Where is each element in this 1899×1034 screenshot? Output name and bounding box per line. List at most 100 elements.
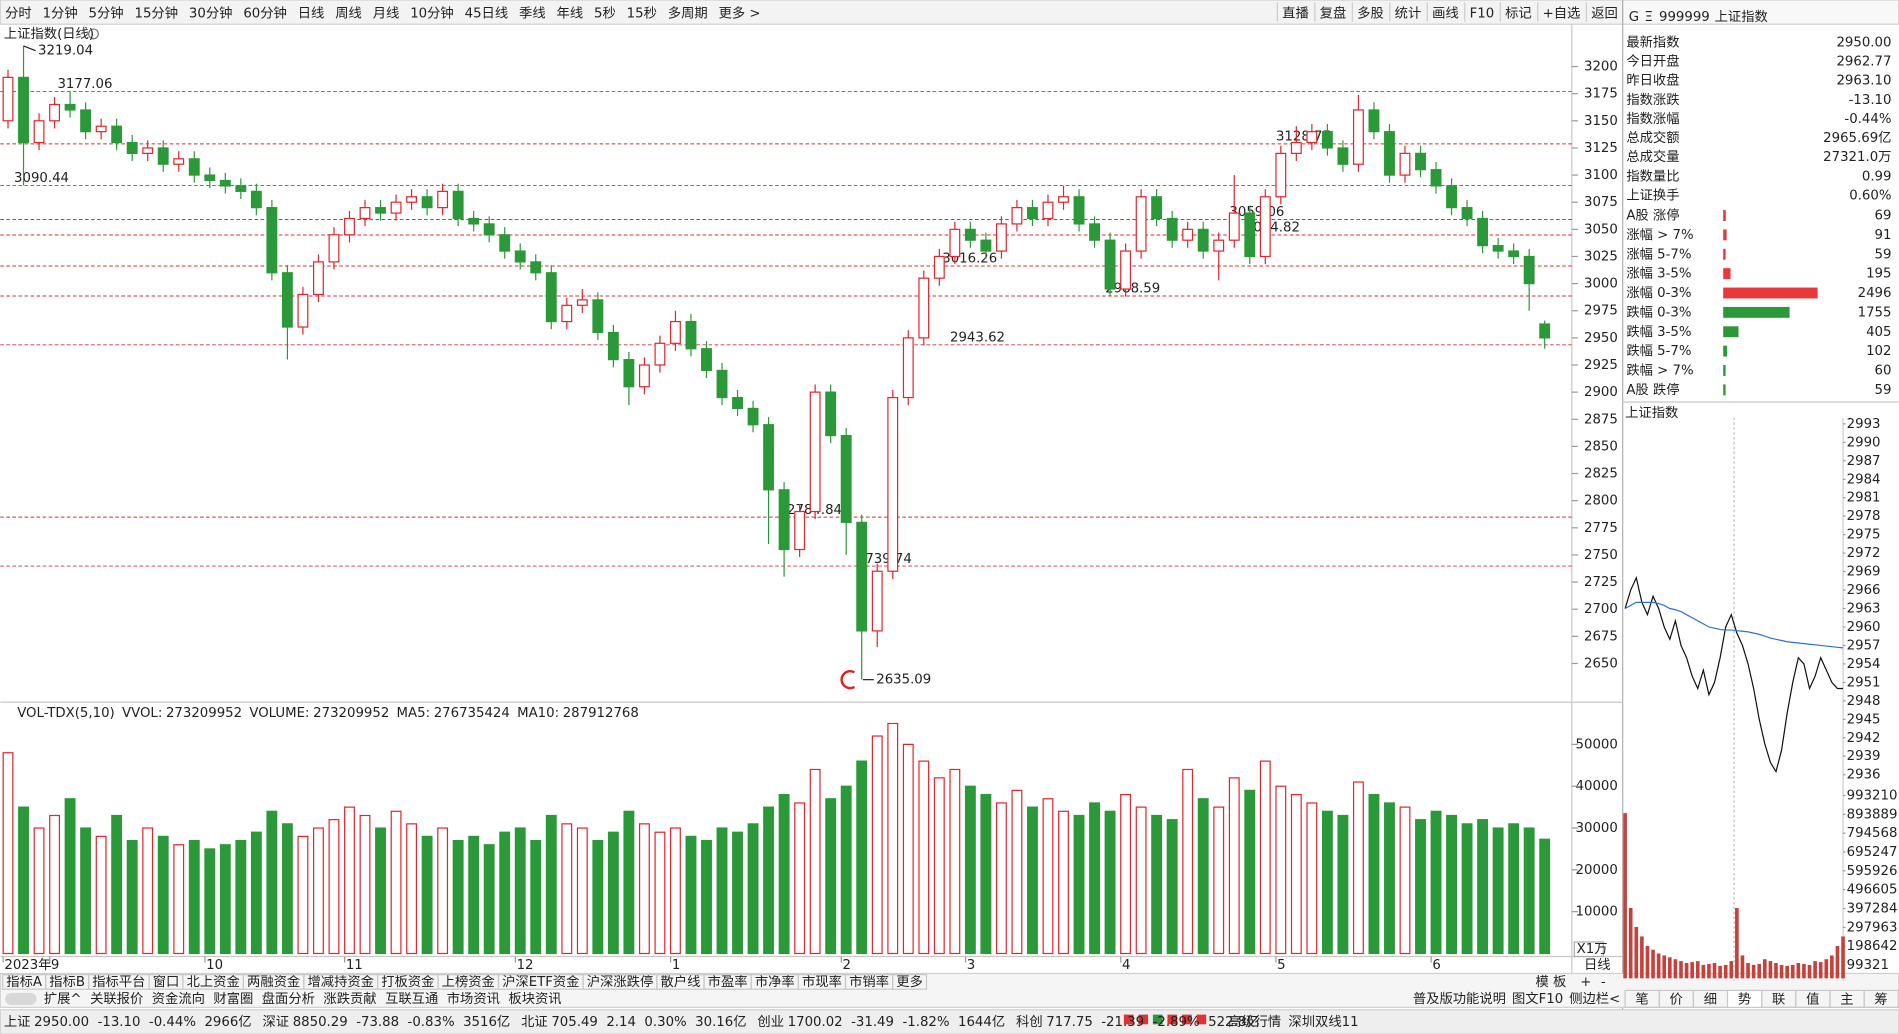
bottom-tab[interactable]: 打板资金	[381, 974, 434, 990]
bottom-tab[interactable]: 沪深ETF资金	[502, 974, 579, 990]
tool-button[interactable]: 复盘	[1320, 4, 1347, 21]
side-tab[interactable]: 价	[1670, 992, 1683, 1007]
level-label: 2988.59	[1105, 282, 1160, 297]
volume-bar	[18, 806, 29, 955]
bottom-tab[interactable]: 指标A	[6, 974, 42, 990]
side-tab[interactable]: 笔	[1635, 991, 1648, 1007]
side-tab[interactable]: 势	[1738, 991, 1751, 1007]
bottom-tab[interactable]: 市盈率	[708, 973, 748, 990]
candle-body	[1197, 228, 1209, 252]
period-tab[interactable]: 年线	[557, 5, 584, 21]
side-tab[interactable]: 筹	[1874, 990, 1887, 1007]
bottom-tab[interactable]: 市净率	[755, 973, 795, 990]
period-tab[interactable]: 日线	[298, 5, 325, 21]
bottom-tab[interactable]: 沪深涨跌停	[587, 973, 653, 990]
intraday-volume	[1684, 963, 1689, 979]
bottom-tab[interactable]: 市现率	[802, 973, 842, 990]
volume-bar	[1182, 768, 1194, 955]
x-tick-label: 11	[346, 958, 363, 973]
tool-button[interactable]: 多股	[1357, 4, 1384, 21]
tool-button[interactable]: 返回	[1591, 5, 1618, 21]
zoom-out[interactable]: -	[1601, 975, 1606, 990]
bottom-tab[interactable]: 更多	[896, 973, 923, 990]
tab-area	[0, 972, 1899, 1008]
quote-value: 0.60%	[1849, 188, 1891, 203]
side-tab[interactable]: 联	[1772, 991, 1785, 1007]
candle-body	[297, 293, 309, 328]
candle-body	[840, 434, 852, 523]
info-tab[interactable]: 涨跌贡献	[323, 991, 376, 1007]
info-tab[interactable]: 互联互通	[385, 991, 438, 1007]
volume-bar	[483, 844, 495, 955]
period-tab[interactable]: 5分钟	[89, 4, 124, 21]
status-link[interactable]: 高级行情	[1228, 1013, 1281, 1030]
y-tick-label: 2948	[1847, 694, 1881, 709]
side-tab[interactable]: 主	[1840, 991, 1853, 1007]
info-tab[interactable]: 市场资讯	[447, 990, 500, 1007]
period-tab[interactable]: 更多 >	[719, 4, 761, 21]
period-tab[interactable]: 5秒	[594, 5, 616, 21]
y-tick-label: 2960	[1847, 620, 1881, 635]
panel-link[interactable]: 侧边栏<	[1569, 991, 1620, 1007]
toggle-icon[interactable]	[5, 992, 37, 1005]
y-tick-label: 30000	[1576, 821, 1618, 836]
period-tab[interactable]: 月线	[373, 5, 400, 21]
bottom-tab[interactable]: 北上资金	[187, 974, 240, 990]
tool-button[interactable]: +自选	[1543, 5, 1581, 21]
period-tab[interactable]: 60分钟	[243, 4, 287, 21]
bottom-tab[interactable]: 散户线	[661, 973, 701, 990]
tool-button[interactable]: F10	[1470, 6, 1495, 21]
bottom-tab[interactable]: 指标平台	[92, 974, 145, 990]
info-tab[interactable]: 扩展^	[44, 991, 82, 1007]
period-tab[interactable]: 15秒	[627, 5, 657, 21]
zoom-in[interactable]: +	[1580, 975, 1591, 990]
period-tab[interactable]: 分时	[5, 5, 32, 21]
settings-icon[interactable]	[88, 28, 99, 40]
panel-link[interactable]: 普及版功能说明	[1413, 991, 1506, 1007]
bottom-tab[interactable]: 指标B	[49, 974, 85, 990]
info-tab[interactable]: 板块资讯	[508, 991, 561, 1007]
volume-bar	[1477, 819, 1489, 955]
y-tick-label: 3175	[1584, 87, 1618, 102]
info-tab[interactable]: 盘面分析	[262, 990, 315, 1007]
intraday-volume	[1695, 961, 1700, 979]
y-tick-label: 695247	[1847, 845, 1898, 860]
period-tab[interactable]: 季线	[519, 5, 546, 21]
side-tab[interactable]: 细	[1704, 991, 1717, 1007]
dist-label: 涨幅 0-3%	[1626, 285, 1691, 301]
status-value: 0.30%	[644, 1015, 686, 1030]
tool-button[interactable]: 统计	[1395, 5, 1422, 21]
template-button[interactable]: 模 板	[1536, 974, 1567, 990]
tool-button[interactable]: 画线	[1432, 5, 1459, 21]
intraday-volume	[1651, 949, 1655, 979]
candle-body	[1306, 131, 1318, 144]
period-tab[interactable]: 30分钟	[189, 4, 233, 21]
volume-bar	[452, 839, 464, 955]
bottom-tab[interactable]: 两融资金	[247, 974, 300, 990]
quote-marker: G	[1629, 10, 1639, 25]
candle-body	[638, 364, 650, 388]
period-tab[interactable]: 1分钟	[43, 4, 78, 21]
candle-body	[452, 190, 464, 220]
period-tab[interactable]: 周线	[335, 5, 362, 21]
candle-body	[1399, 152, 1411, 176]
info-tab[interactable]: 资金流向	[152, 991, 205, 1007]
bottom-tab[interactable]: 上榜资金	[442, 973, 495, 990]
status-link[interactable]: 深圳双线11	[1288, 1014, 1358, 1030]
period-tab[interactable]: 多周期	[668, 4, 708, 21]
tool-button[interactable]: 直播	[1282, 5, 1309, 21]
info-tab[interactable]: 财富圈	[213, 990, 253, 1007]
bottom-tab[interactable]: 市销率	[849, 973, 889, 990]
period-tab[interactable]: 15分钟	[135, 4, 179, 21]
side-tab[interactable]: 值	[1806, 991, 1819, 1007]
info-tab[interactable]: 关联报价	[90, 991, 143, 1007]
bottom-tab[interactable]: 增减持资金	[307, 974, 373, 990]
bottom-tab[interactable]: 窗口	[153, 973, 180, 990]
period-tab[interactable]: 10分钟	[410, 4, 454, 21]
panel-link[interactable]: 图文F10	[1512, 991, 1563, 1007]
volume-bar	[281, 823, 293, 955]
dist-bar	[1723, 248, 1726, 260]
period-tab[interactable]: 45日线	[465, 5, 509, 21]
volume-bar	[1166, 819, 1178, 955]
tool-button[interactable]: 标记	[1505, 5, 1532, 21]
